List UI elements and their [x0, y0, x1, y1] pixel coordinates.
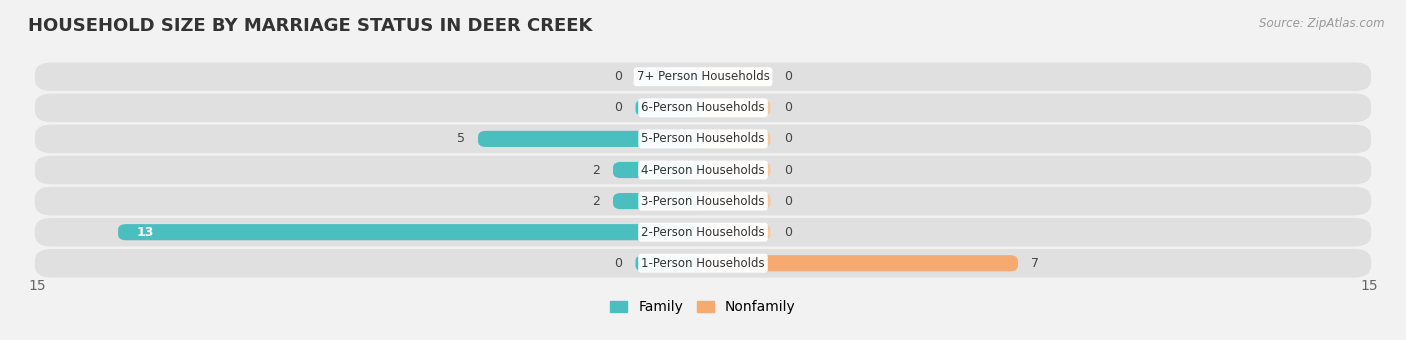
- Text: 0: 0: [614, 70, 621, 83]
- FancyBboxPatch shape: [35, 94, 1371, 122]
- Text: 0: 0: [614, 257, 621, 270]
- Text: 7: 7: [1032, 257, 1039, 270]
- Text: 2-Person Households: 2-Person Households: [641, 226, 765, 239]
- Text: HOUSEHOLD SIZE BY MARRIAGE STATUS IN DEER CREEK: HOUSEHOLD SIZE BY MARRIAGE STATUS IN DEE…: [28, 17, 592, 35]
- Text: 1-Person Households: 1-Person Households: [641, 257, 765, 270]
- FancyBboxPatch shape: [35, 125, 1371, 153]
- Text: 0: 0: [785, 132, 792, 146]
- FancyBboxPatch shape: [478, 131, 703, 147]
- FancyBboxPatch shape: [703, 193, 770, 209]
- Text: 5: 5: [457, 132, 464, 146]
- Legend: Family, Nonfamily: Family, Nonfamily: [605, 295, 801, 320]
- FancyBboxPatch shape: [703, 131, 770, 147]
- Text: 0: 0: [785, 194, 792, 208]
- Text: 13: 13: [136, 226, 153, 239]
- Text: 2: 2: [592, 164, 599, 176]
- Text: 15: 15: [1360, 279, 1378, 293]
- FancyBboxPatch shape: [703, 100, 770, 116]
- Text: 0: 0: [785, 70, 792, 83]
- Text: 0: 0: [614, 101, 621, 114]
- Text: 2: 2: [592, 194, 599, 208]
- FancyBboxPatch shape: [703, 224, 770, 240]
- FancyBboxPatch shape: [613, 162, 703, 178]
- Text: Source: ZipAtlas.com: Source: ZipAtlas.com: [1260, 17, 1385, 30]
- FancyBboxPatch shape: [636, 255, 703, 271]
- FancyBboxPatch shape: [35, 187, 1371, 215]
- FancyBboxPatch shape: [35, 156, 1371, 184]
- FancyBboxPatch shape: [636, 100, 703, 116]
- FancyBboxPatch shape: [703, 255, 1018, 271]
- Text: 3-Person Households: 3-Person Households: [641, 194, 765, 208]
- Text: 4-Person Households: 4-Person Households: [641, 164, 765, 176]
- Text: 15: 15: [28, 279, 46, 293]
- FancyBboxPatch shape: [35, 63, 1371, 91]
- Text: 7+ Person Households: 7+ Person Households: [637, 70, 769, 83]
- FancyBboxPatch shape: [35, 249, 1371, 277]
- Text: 0: 0: [785, 164, 792, 176]
- FancyBboxPatch shape: [35, 218, 1371, 246]
- FancyBboxPatch shape: [703, 69, 770, 85]
- FancyBboxPatch shape: [636, 69, 703, 85]
- Text: 0: 0: [785, 101, 792, 114]
- Text: 0: 0: [785, 226, 792, 239]
- FancyBboxPatch shape: [613, 193, 703, 209]
- FancyBboxPatch shape: [118, 224, 703, 240]
- FancyBboxPatch shape: [703, 162, 770, 178]
- Text: 5-Person Households: 5-Person Households: [641, 132, 765, 146]
- Text: 6-Person Households: 6-Person Households: [641, 101, 765, 114]
